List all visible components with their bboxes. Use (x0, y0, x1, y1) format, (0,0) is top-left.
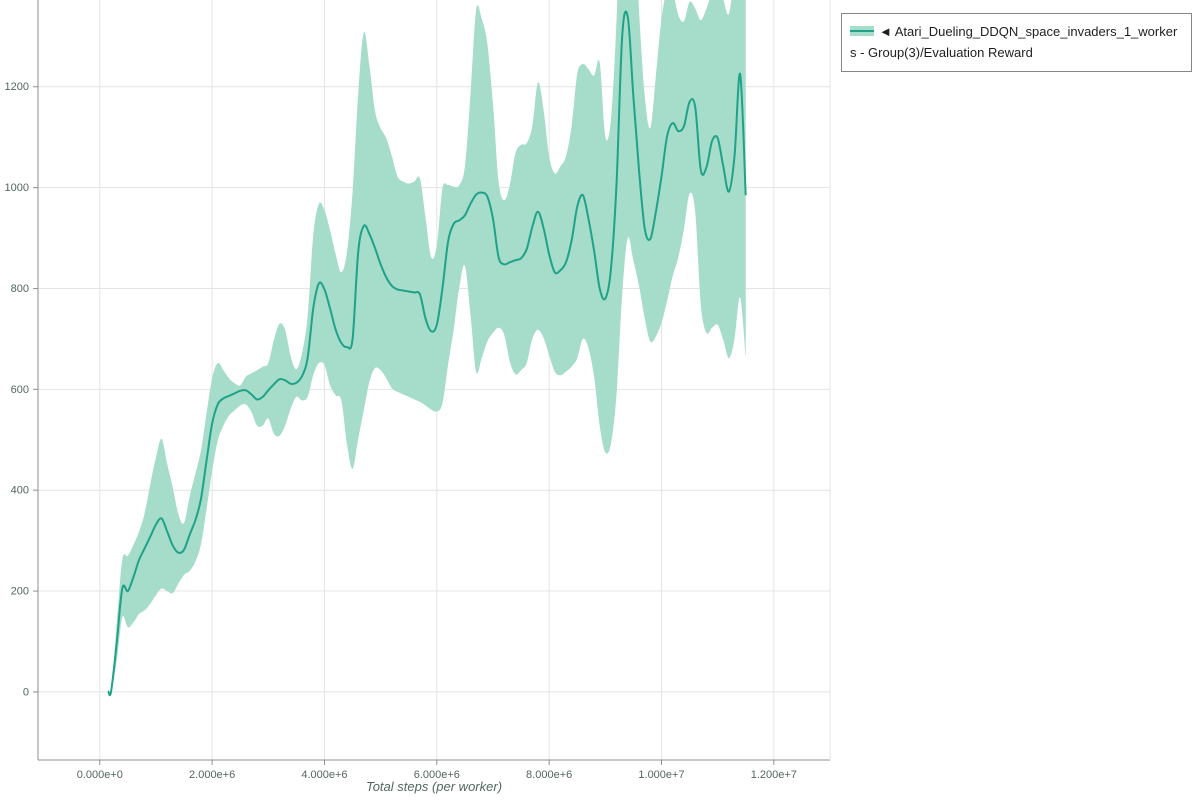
y-tick-label: 400 (11, 485, 29, 497)
x-tick-label: 1.000e+7 (638, 769, 684, 781)
y-tick-label: 800 (11, 283, 29, 295)
legend-label: ◄ Atari_Dueling_DDQN_space_invaders_1_wo… (850, 24, 1178, 61)
confidence-band (108, 0, 746, 697)
tick-labels: 0.000e+0 2.000e+6 4.000e+6 6.000e+6 8.000e+6… (5, 81, 797, 781)
y-tick-label: 1000 (5, 182, 29, 194)
x-tick-label: 4.000e+6 (301, 769, 347, 781)
axes (33, 0, 831, 765)
y-tick-label: 600 (11, 384, 29, 396)
x-tick-label: 0.000e+0 (77, 769, 123, 781)
x-tick-label: 8.000e+6 (526, 769, 572, 781)
y-tick-label: 1200 (5, 81, 29, 93)
x-tick-label: 6.000e+6 (414, 769, 460, 781)
legend-swatch (850, 26, 874, 36)
legend-item[interactable]: ◄ Atari_Dueling_DDQN_space_invaders_1_wo… (841, 13, 1192, 72)
x-tick-label: 2.000e+6 (189, 769, 235, 781)
line-chart-svg[interactable]: 0.000e+0 2.000e+6 4.000e+6 6.000e+6 8.000e+6… (0, 0, 840, 800)
mean-line (107, 10, 747, 697)
y-tick-label: 0 (23, 686, 29, 698)
x-axis-title: Total steps (per worker) (365, 779, 503, 794)
x-tick-label: 1.200e+7 (751, 769, 797, 781)
y-tick-label: 200 (11, 586, 29, 598)
